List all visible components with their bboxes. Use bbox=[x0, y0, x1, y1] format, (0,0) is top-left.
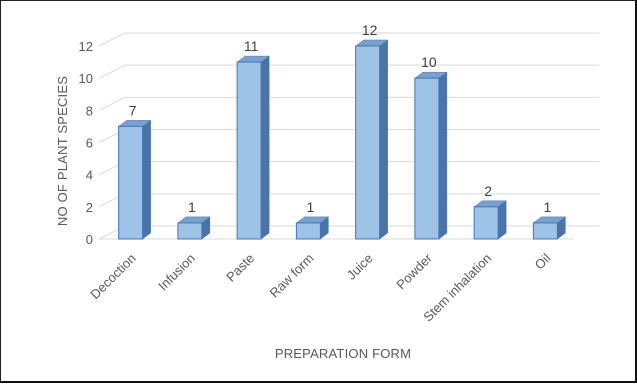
x-category-label: Powder bbox=[393, 250, 435, 292]
data-label: 7 bbox=[129, 102, 137, 118]
bar-side bbox=[438, 71, 448, 240]
y-tick-label: 12 bbox=[79, 39, 93, 54]
bar-front bbox=[473, 206, 499, 240]
bar-powder bbox=[414, 71, 448, 240]
bar-decoction bbox=[117, 119, 152, 240]
y-tick-label: 0 bbox=[86, 232, 93, 247]
x-category-label: Raw form bbox=[267, 251, 317, 301]
data-label: 1 bbox=[543, 199, 551, 215]
x-category-label: Paste bbox=[223, 251, 257, 285]
y-tick-label: 6 bbox=[86, 136, 93, 151]
y-tick-label: 2 bbox=[86, 200, 93, 215]
data-label: 10 bbox=[421, 54, 437, 70]
bar-infusion bbox=[177, 216, 211, 240]
x-category-label: Juice bbox=[344, 251, 376, 283]
bar-juice bbox=[354, 39, 389, 240]
bar-front bbox=[236, 61, 262, 240]
data-label: 1 bbox=[306, 199, 314, 215]
gridline-slant bbox=[98, 64, 126, 79]
bar-side bbox=[142, 119, 151, 240]
x-category-label: Infusion bbox=[155, 251, 198, 294]
bar-front bbox=[177, 222, 203, 240]
y-axis-ticks: 0 2 4 6 8 10 12 bbox=[79, 39, 93, 247]
bar-front bbox=[414, 77, 440, 240]
bar-front bbox=[295, 222, 321, 240]
x-axis-title: PREPARATION FORM bbox=[275, 346, 411, 361]
bar-side bbox=[497, 200, 507, 240]
gridline-slant bbox=[98, 32, 126, 47]
y-axis-title: NO OF PLANT SPECIES bbox=[55, 76, 70, 226]
gridline-slant bbox=[98, 96, 126, 111]
bar-raw-form bbox=[295, 216, 330, 240]
bar-front bbox=[355, 45, 381, 240]
bar-front bbox=[118, 125, 144, 240]
bar-stem-inhalation bbox=[473, 200, 507, 240]
y-tick-label: 10 bbox=[79, 71, 93, 86]
bars bbox=[117, 39, 567, 240]
bar-side bbox=[260, 55, 270, 240]
data-label: 1 bbox=[188, 199, 196, 215]
y-tick-label: 4 bbox=[86, 168, 93, 183]
data-label: 12 bbox=[362, 22, 378, 38]
bar-front bbox=[532, 222, 558, 240]
bar-side bbox=[379, 39, 388, 240]
x-category-label: Decoction bbox=[87, 251, 138, 302]
x-axis-categories: Decoction Infusion Paste Raw form Juice Powde… bbox=[87, 250, 553, 324]
x-category-label: Oil bbox=[532, 250, 554, 272]
bar-oil bbox=[532, 216, 567, 240]
data-label: 2 bbox=[484, 183, 492, 199]
data-label: 11 bbox=[244, 38, 259, 54]
gridlines bbox=[98, 32, 599, 240]
y-tick-label: 8 bbox=[86, 103, 93, 118]
bar-paste bbox=[236, 55, 270, 240]
